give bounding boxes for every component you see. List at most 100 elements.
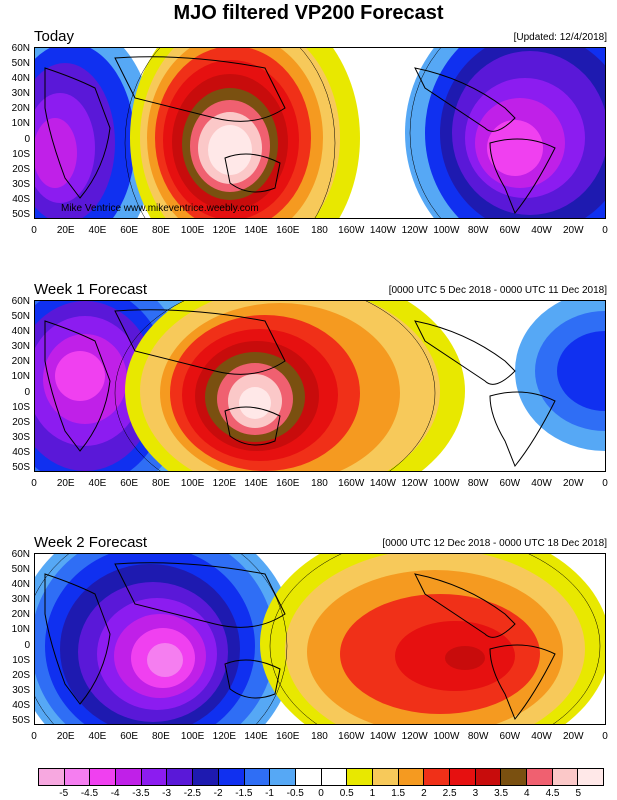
lat-tick-label: 40N [11, 73, 30, 85]
lat-tick-label: 30N [11, 88, 30, 100]
colorbar [38, 768, 604, 786]
lat-tick-label: 30N [11, 594, 30, 606]
lon-tick-label: 80E [151, 478, 170, 489]
lat-tick-label: 40S [12, 446, 30, 458]
lon-tick-label: 140E [244, 225, 268, 236]
panel-info: [0000 UTC 5 Dec 2018 - 0000 UTC 11 Dec 2… [388, 285, 607, 296]
lon-tick-label: 120W [401, 731, 428, 742]
lon-tick-label: 100W [433, 225, 460, 236]
colorbar-cell [501, 769, 528, 785]
lon-tick-label: 140W [369, 478, 396, 489]
colorbar-cell [116, 769, 142, 785]
colorbar-tick-label: -2.5 [183, 788, 201, 799]
colorbar-cell [527, 769, 553, 785]
lat-tick-label: 40N [11, 326, 30, 338]
lon-tick-label: 0 [31, 478, 37, 489]
lon-tick-label: 0 [602, 225, 608, 236]
colorbar-cell [141, 769, 168, 785]
lon-tick-label: 60E [120, 478, 139, 489]
lat-tick-label: 60N [11, 296, 30, 307]
colorbar-tick-label: -1 [265, 788, 274, 799]
lon-tick-label: 140E [244, 478, 268, 489]
lon-tick-label: 0 [602, 731, 608, 742]
map-today: Mike Ventrice www.mikeventrice.weebly.co… [34, 47, 606, 219]
colorbar-tick-label: 3 [472, 788, 479, 799]
lon-tick-label: 0 [602, 478, 608, 489]
lat-tick-label: 50S [12, 462, 30, 473]
colorbar-cell [424, 769, 450, 785]
lon-tick-label: 20E [56, 731, 75, 742]
lat-tick-label: 10N [11, 118, 30, 130]
colorbar-tick-label: -2 [213, 788, 223, 799]
lat-tick-label: 20S [12, 416, 30, 428]
colorbar-tick-label: 0.5 [339, 788, 354, 799]
lon-tick-label: 60W [499, 731, 521, 742]
lat-tick-label: 40S [12, 193, 30, 205]
colorbar-cell [552, 769, 579, 785]
lon-tick-label: 160W [338, 731, 365, 742]
panel-label: Week 1 Forecast [34, 281, 148, 298]
lon-tick-label: 180 [311, 731, 328, 742]
panel-label: Today [34, 28, 75, 45]
panel-info: [Updated: 12/4/2018] [513, 32, 607, 43]
colorbar-cell [167, 769, 194, 785]
colorbar-cell [244, 769, 271, 785]
colorbar-tick-label: -0.5 [286, 788, 304, 799]
lat-tick-label: 60N [11, 43, 30, 54]
lat-tick-label: 40S [12, 699, 30, 711]
lon-tick-label: 140E [244, 731, 268, 742]
colorbar-tick-label: -4 [110, 788, 120, 799]
watermark: Mike Ventrice www.mikeventrice.weebly.co… [61, 203, 259, 214]
lon-tick-label: 180 [311, 478, 328, 489]
lat-tick-label: 50N [11, 311, 30, 323]
lat-tick-label: 30S [12, 178, 30, 190]
colorbar-tick-label: -3.5 [132, 788, 150, 799]
colorbar-cell [64, 769, 91, 785]
lat-tick-label: 10S [12, 148, 30, 160]
colorbar-cell [90, 769, 117, 785]
lon-tick-label: 60W [499, 478, 521, 489]
panel-week2: Week 2 Forecast [0000 UTC 12 Dec 2018 - … [0, 534, 617, 784]
lon-tick-label: 40W [531, 731, 552, 742]
lon-tick-label: 80E [151, 225, 170, 236]
lat-tick-label: 50N [11, 564, 30, 576]
lat-tick-label: 50N [11, 58, 30, 70]
colorbar-tick-label: -1.5 [235, 788, 253, 799]
colorbar-cell [578, 769, 604, 785]
colorbar-tick-label: 1 [369, 788, 376, 799]
lon-tick-label: 180 [311, 225, 328, 236]
colorbar-tick-label: 2.5 [442, 788, 457, 799]
lon-tick-label: 160W [338, 225, 365, 236]
lat-tick-label: 50S [12, 715, 30, 726]
colorbar-cell [347, 769, 373, 785]
lat-tick-label: 20N [11, 356, 30, 368]
lon-tick-label: 140W [369, 225, 396, 236]
lon-tick-label: 160E [276, 225, 300, 236]
map-week2 [34, 553, 606, 725]
lon-tick-label: 60E [120, 225, 139, 236]
lat-tick-label: 0 [24, 133, 30, 145]
lat-tick-label: 10S [12, 401, 30, 413]
colorbar-cell [398, 769, 425, 785]
lon-tick-label: 60E [120, 731, 139, 742]
lat-tick-label: 30N [11, 341, 30, 353]
lat-tick-label: 40N [11, 579, 30, 591]
lon-tick-label: 160W [338, 478, 365, 489]
lat-tick-label: 20S [12, 163, 30, 175]
colorbar-tick-label: -4.5 [80, 788, 99, 799]
colorbar-tick-label: 3.5 [494, 788, 509, 799]
lon-tick-label: 120W [401, 225, 428, 236]
lat-tick-label: 20N [11, 609, 30, 621]
lon-tick-label: 40E [88, 731, 107, 742]
lon-tick-label: 60W [499, 225, 521, 236]
lon-tick-label: 120E [212, 731, 236, 742]
lon-tick-label: 100E [180, 478, 205, 489]
panel-info: [0000 UTC 12 Dec 2018 - 0000 UTC 18 Dec … [382, 538, 607, 549]
lon-tick-label: 120W [401, 478, 428, 489]
colorbar-tick-label: -3 [162, 788, 172, 799]
lat-tick-label: 60N [11, 549, 30, 560]
lon-tick-label: 140W [369, 731, 396, 742]
lat-tick-label: 10N [11, 371, 30, 383]
panel-label: Week 2 Forecast [34, 534, 148, 551]
map-week1 [34, 300, 606, 472]
